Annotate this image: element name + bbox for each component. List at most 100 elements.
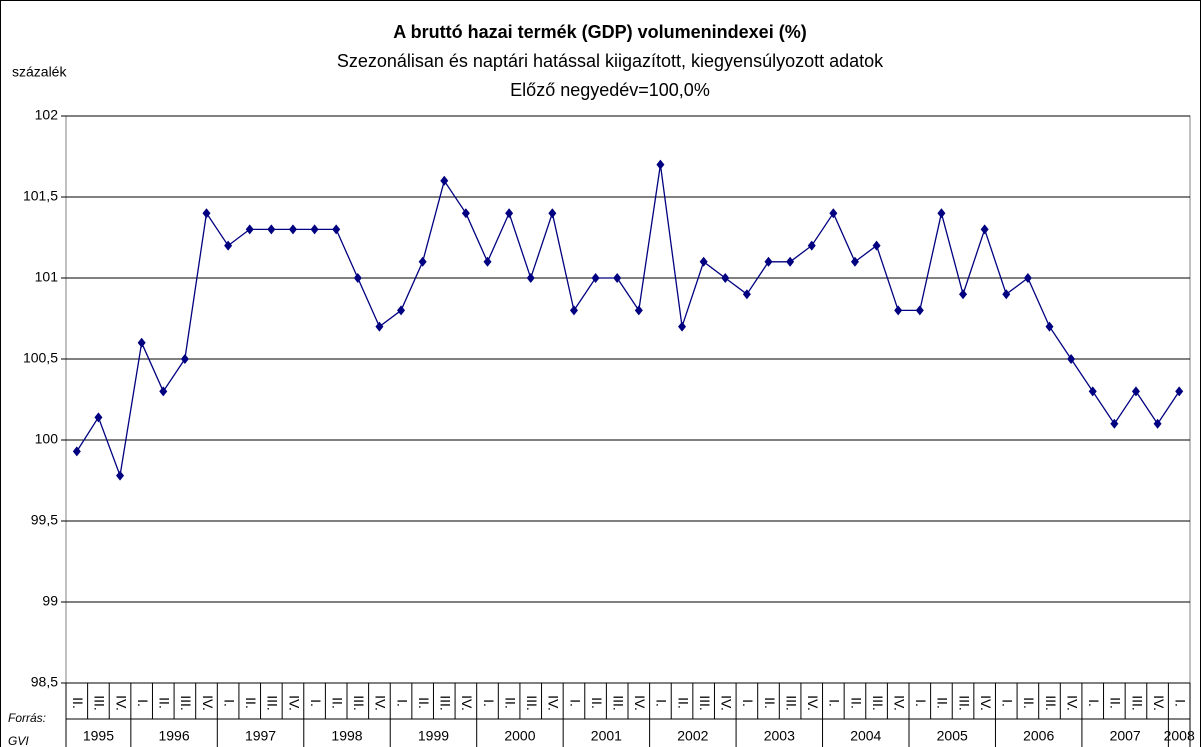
data-marker bbox=[526, 273, 535, 283]
data-marker bbox=[591, 273, 600, 283]
data-marker bbox=[94, 412, 103, 423]
x-tick-label: I. bbox=[481, 699, 497, 707]
year-label: 2004 bbox=[850, 728, 881, 744]
data-marker bbox=[1067, 354, 1076, 364]
data-marker bbox=[678, 321, 687, 332]
year-label: 1996 bbox=[158, 728, 189, 744]
data-marker bbox=[807, 240, 816, 251]
data-marker bbox=[1045, 321, 1054, 332]
x-tick-label: IV. bbox=[113, 695, 129, 711]
year-label: 2003 bbox=[764, 728, 795, 744]
x-tick-label: I. bbox=[135, 699, 151, 707]
data-marker bbox=[224, 240, 233, 251]
x-tick-label: IV. bbox=[1151, 695, 1167, 711]
x-tick-label: IV. bbox=[891, 695, 907, 711]
data-marker bbox=[440, 175, 449, 186]
x-tick-label: II. bbox=[1108, 697, 1124, 709]
data-marker bbox=[180, 354, 189, 364]
chart-subtitle: Előző negyedév=100,0% bbox=[510, 80, 710, 100]
data-marker bbox=[1131, 386, 1140, 397]
x-tick-label: IV. bbox=[373, 695, 389, 711]
x-tick-label: II. bbox=[589, 697, 605, 709]
y-tick-label: 102 bbox=[35, 107, 59, 123]
chart-title: A bruttó hazai termék (GDP) volumenindex… bbox=[393, 22, 806, 42]
x-tick-label: II. bbox=[70, 697, 86, 709]
data-marker bbox=[894, 305, 903, 316]
x-tick-label: III. bbox=[1043, 695, 1059, 711]
data-marker bbox=[786, 256, 795, 267]
x-tick-label: II. bbox=[848, 697, 864, 709]
year-label: 2007 bbox=[1110, 728, 1141, 744]
x-tick-label: I. bbox=[567, 699, 583, 707]
data-marker bbox=[461, 208, 470, 219]
x-tick-label: I. bbox=[1172, 699, 1188, 707]
data-marker bbox=[1002, 289, 1011, 300]
x-tick-label: II. bbox=[502, 697, 518, 709]
x-tick-label: IV. bbox=[805, 695, 821, 711]
source-label: GVI bbox=[8, 734, 29, 747]
chart-subtitle: Szezonálisan és naptári hatással kiigazí… bbox=[337, 51, 884, 71]
x-tick-label: I. bbox=[308, 699, 324, 707]
year-label: 2001 bbox=[591, 728, 622, 744]
data-marker bbox=[721, 273, 730, 283]
x-tick-label: I. bbox=[654, 699, 670, 707]
data-marker bbox=[375, 321, 384, 332]
x-tick-label: IV. bbox=[978, 695, 994, 711]
x-tick-label: I. bbox=[1086, 699, 1102, 707]
year-label: 1999 bbox=[418, 728, 449, 744]
x-tick-label: III. bbox=[870, 695, 886, 711]
data-marker bbox=[137, 337, 146, 348]
data-marker bbox=[656, 159, 665, 170]
year-label: 1998 bbox=[331, 728, 362, 744]
data-marker bbox=[872, 240, 881, 251]
x-tick-label: III. bbox=[610, 695, 626, 711]
data-marker bbox=[397, 305, 406, 316]
x-tick-label: I. bbox=[827, 699, 843, 707]
data-marker bbox=[850, 256, 859, 267]
data-marker bbox=[267, 224, 276, 235]
data-marker bbox=[202, 208, 211, 219]
data-marker bbox=[1088, 386, 1097, 397]
x-tick-label: I. bbox=[394, 699, 410, 707]
data-marker bbox=[613, 273, 622, 283]
y-tick-label: 100,5 bbox=[23, 350, 58, 366]
data-marker bbox=[548, 208, 557, 219]
data-marker bbox=[310, 224, 319, 235]
data-marker bbox=[245, 224, 254, 235]
y-tick-label: 101 bbox=[35, 269, 59, 285]
x-tick-label: III. bbox=[438, 695, 454, 711]
year-label: 2005 bbox=[937, 728, 968, 744]
x-tick-label: IV. bbox=[719, 695, 735, 711]
data-marker bbox=[742, 289, 751, 300]
data-marker bbox=[116, 470, 125, 481]
x-tick-label: III. bbox=[524, 695, 540, 711]
data-marker bbox=[332, 224, 341, 235]
data-marker bbox=[1175, 386, 1184, 397]
x-tick-label: III. bbox=[178, 695, 194, 711]
data-marker bbox=[159, 386, 168, 397]
y-tick-label: 99,5 bbox=[31, 512, 58, 528]
x-tick-label: I. bbox=[740, 699, 756, 707]
data-marker bbox=[699, 256, 708, 267]
data-marker bbox=[829, 208, 838, 219]
x-tick-label: III. bbox=[1129, 695, 1145, 711]
y-tick-label: 99 bbox=[42, 593, 58, 609]
year-label: 2008 bbox=[1164, 728, 1195, 744]
data-marker bbox=[634, 305, 643, 316]
x-tick-label: I. bbox=[1000, 699, 1016, 707]
y-tick-label: 101,5 bbox=[23, 188, 58, 204]
x-tick-label: III. bbox=[265, 695, 281, 711]
data-marker bbox=[483, 256, 492, 267]
x-tick-label: III. bbox=[697, 695, 713, 711]
x-tick-label: IV. bbox=[632, 695, 648, 711]
x-tick-label: II. bbox=[675, 697, 691, 709]
x-tick-label: II. bbox=[329, 697, 345, 709]
data-marker bbox=[353, 273, 362, 283]
x-tick-label: I. bbox=[913, 699, 929, 707]
x-tick-label: IV. bbox=[1064, 695, 1080, 711]
x-tick-label: II. bbox=[935, 697, 951, 709]
year-label: 2006 bbox=[1023, 728, 1054, 744]
year-label: 1995 bbox=[83, 728, 114, 744]
